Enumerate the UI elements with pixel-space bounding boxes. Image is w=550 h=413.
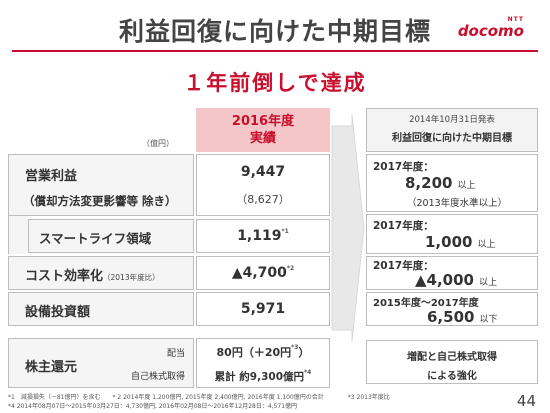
column-header-kind: 実績 (249, 131, 276, 146)
row-value-returns: 80円（＋20円*3） 累計 約9,300億円*4 (196, 338, 330, 388)
row-label-cost: コスト効率化（2013年度比） (8, 256, 194, 290)
buyback-value-wrap: 累計 約9,300億円*4 (197, 369, 329, 384)
target-smart-life: 2017年度： 1,000 以上 (366, 214, 538, 254)
target-op-sub: （2013年度水準以上） (407, 198, 508, 209)
row-label-smart-life: スマートライフ領域 (28, 219, 194, 253)
target-cost-year: 2017年度： (373, 260, 434, 272)
page-number: 44 (516, 392, 536, 410)
target-capex: 2015年度～2017年度 6,500 以下 (366, 292, 538, 326)
target-date: 2014年10月31日発表 (409, 115, 495, 125)
smart-life-value-wrap: 1,119*1 (197, 228, 329, 244)
row-label-operating-profit: 営業利益 （償却方法変更影響等 除き） (8, 154, 194, 216)
target-cost-value-wrap: ▲4,000 以上 (415, 270, 497, 289)
dividend-label: 配当 (166, 349, 185, 359)
brand-small: NTT (507, 16, 524, 23)
dividend-value-wrap: 80円（＋20円*3） (197, 344, 329, 360)
operating-profit-label: 営業利益 (25, 169, 78, 184)
dividend-value: 80円（＋20円 (216, 346, 292, 359)
target-operating-profit: 2017年度： 8,200 以上 （2013年度水準以上） (366, 154, 538, 212)
cost-label-small: （2013年度比） (103, 273, 160, 282)
row-value-operating-profit: 9,447 （8,627） (196, 154, 330, 216)
dividend-close: ） (298, 346, 310, 359)
target-op-value: 8,200 (405, 174, 453, 192)
brand-logo: NTT docomo (458, 16, 524, 39)
cost-value-wrap: ▲4,700*2 (197, 265, 329, 281)
target-returns-line2: による強化 (427, 371, 477, 382)
brand-name: docomo (457, 22, 524, 40)
target-returns: 増配と自己株式取得 による強化 (366, 340, 538, 384)
row-value-capex: 5,971 (196, 292, 330, 326)
row-value-smart-life: 1,119*1 (196, 219, 330, 253)
target-returns-line1: 増配と自己株式取得 (407, 352, 497, 363)
title-divider (12, 50, 538, 52)
returns-label: 株主還元 (25, 360, 78, 375)
footnote-2: *4 2014年08月07日～2015年03月27日：4,730億円, 2016… (8, 403, 298, 410)
buyback-label: 自己株式取得 (130, 372, 185, 382)
target-cost-value: ▲4,000 (415, 271, 474, 289)
unit-label: （億円） (142, 139, 174, 148)
operating-profit-subvalue: （8,627） (236, 193, 290, 206)
buyback-value: 累計 約9,300億円 (214, 371, 305, 383)
cost-label: コスト効率化 (25, 269, 104, 284)
smart-life-note: *1 (281, 228, 289, 235)
page-title: 利益回復に向けた中期目標 (118, 17, 431, 46)
operating-profit-value: 9,447 (240, 164, 286, 180)
buyback-note: *4 (304, 369, 312, 376)
cost-value: ▲4,700 (231, 265, 287, 281)
target-capex-value: 6,500 (427, 308, 475, 326)
row-value-cost: ▲4,700*2 (196, 256, 330, 290)
target-op-unit: 以上 (457, 181, 476, 191)
comparison-arrow-shape (331, 113, 365, 343)
cost-note: *2 (286, 265, 295, 272)
cost-label-wrap: コスト効率化（2013年度比） (25, 265, 160, 284)
target-op-value-wrap: 8,200 以上 (405, 173, 476, 192)
operating-profit-sublabel: （償却方法変更影響等 除き） (23, 194, 177, 208)
target-smart-value-wrap: 1,000 以上 (425, 232, 496, 251)
target-smart-year: 2017年度： (373, 220, 434, 232)
target-header: 2014年10月31日発表 利益回復に向けた中期目標 (366, 108, 538, 152)
target-op-year: 2017年度： (373, 161, 434, 173)
target-capex-year: 2015年度～2017年度 (373, 298, 479, 309)
comparison-arrow (331, 113, 365, 343)
column-header-year: 2016年度 (231, 114, 295, 129)
target-smart-value: 1,000 (425, 233, 473, 251)
target-name: 利益回復に向けた中期目標 (392, 133, 512, 144)
footnote-1: *1 減損損失（－81億円）を含む * 2 2014年度 1,200億円, 20… (8, 394, 390, 401)
target-capex-value-wrap: 6,500 以下 (427, 307, 498, 326)
column-header: 2016年度 実績 (196, 108, 330, 152)
dividend-note: *3 (291, 344, 299, 351)
target-capex-unit: 以下 (479, 315, 498, 325)
row-label-returns: 株主還元 配当 自己株式取得 (8, 338, 194, 388)
target-smart-unit: 以上 (477, 240, 496, 250)
target-cost: 2017年度： ▲4,000 以上 (366, 256, 538, 290)
subtitle: １年前倒しで達成 (183, 71, 367, 95)
row-label-capex: 設備投資額 (8, 292, 194, 326)
smart-life-value: 1,119 (237, 228, 282, 244)
capex-label: 設備投資額 (25, 305, 91, 320)
target-cost-unit: 以上 (479, 278, 498, 288)
indent-spacer (8, 216, 28, 254)
smart-life-label: スマートライフ領域 (39, 231, 152, 246)
capex-value: 5,971 (240, 301, 286, 317)
